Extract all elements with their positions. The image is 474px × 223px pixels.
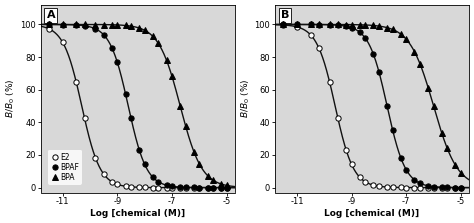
Legend: E2, BPAF, BPA: E2, BPAF, BPA — [48, 150, 82, 185]
Y-axis label: $\mathit{B/B_0}$ (%): $\mathit{B/B_0}$ (%) — [239, 79, 252, 118]
X-axis label: Log [chemical (M)]: Log [chemical (M)] — [325, 209, 419, 218]
X-axis label: Log [chemical (M)]: Log [chemical (M)] — [90, 209, 185, 218]
Text: A: A — [46, 10, 55, 21]
Y-axis label: $\mathit{B/B_0}$ (%): $\mathit{B/B_0}$ (%) — [5, 79, 18, 118]
Text: B: B — [281, 10, 289, 21]
